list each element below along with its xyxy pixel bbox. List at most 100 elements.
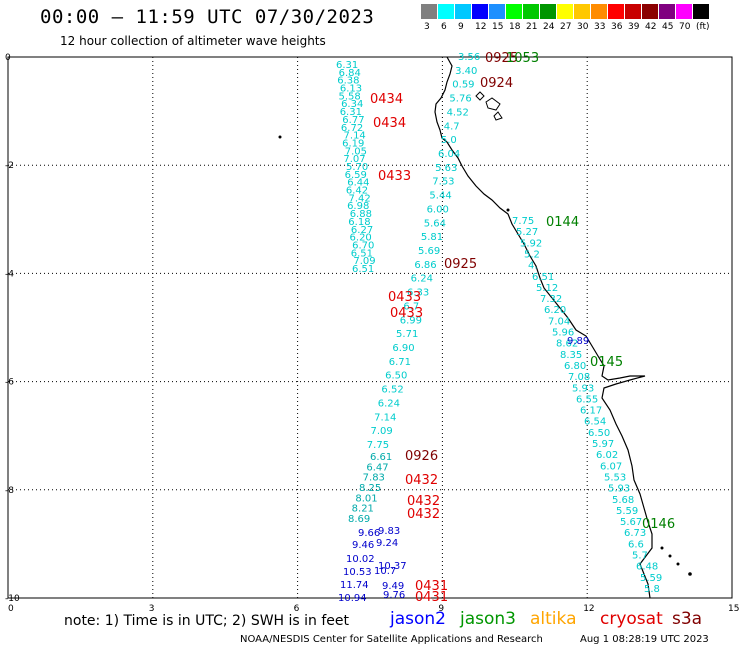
color-swatch	[608, 4, 625, 19]
pass-time-label: 0432	[407, 507, 440, 522]
color-swatch	[574, 4, 591, 19]
wave-height-label: 5.53	[604, 472, 626, 483]
color-swatch	[557, 4, 574, 19]
pass-time-label: 0145	[590, 355, 623, 370]
color-swatch	[693, 4, 710, 19]
color-scale-label: 27	[560, 22, 572, 32]
pass-time-label: 0433	[388, 290, 421, 305]
wave-height-label: 9.49	[382, 581, 404, 592]
wave-height-label: 5.68	[612, 495, 634, 506]
wave-height-label: 9.89	[567, 336, 589, 347]
satellite-legend-s3a: s3a	[672, 609, 703, 629]
map-frame	[7, 56, 733, 599]
wave-height-label: 7.75	[367, 440, 389, 451]
pass-time-label: 0432	[405, 473, 438, 488]
wave-height-label: 10.02	[346, 554, 375, 565]
wave-height-label: 6.24	[378, 398, 400, 409]
wave-height-label: 6.88	[350, 209, 372, 220]
wave-height-label: 5.0	[441, 135, 457, 146]
pass-time-label: 0144	[546, 215, 579, 230]
color-scale-label: 3	[424, 22, 430, 32]
wave-height-label: 4.	[528, 261, 538, 272]
wave-height-label: 9.46	[352, 540, 374, 551]
wave-height-label: 6.6	[628, 539, 644, 550]
wave-height-label: 6.70	[352, 240, 374, 251]
island	[660, 546, 664, 550]
satellite-legend-altika: altika	[530, 609, 577, 629]
wave-height-label: 4.52	[447, 107, 469, 118]
wave-height-label: 7.08	[568, 372, 590, 383]
y-tick-label: 0	[5, 53, 11, 63]
wave-height-label: 7.09	[353, 256, 375, 267]
wave-height-label: 5.8	[644, 584, 660, 595]
wave-height-label: 6.48	[636, 562, 658, 573]
pass-time-label: 0431	[415, 579, 448, 594]
satellite-legend-cryosat: cryosat	[600, 609, 663, 629]
pass-time-label: 0434	[373, 116, 406, 131]
color-scale-label: (ft)	[696, 22, 710, 32]
wave-height-label: 6.07	[600, 461, 622, 472]
color-scale-label: 12	[475, 22, 487, 32]
wave-height-label: 6.13	[340, 84, 362, 95]
wave-height-label: 11.74	[340, 580, 369, 591]
wave-height-label: 6.51	[351, 248, 373, 259]
wave-height-label: 5.58	[338, 91, 360, 102]
color-scale-label: 30	[577, 22, 589, 32]
color-swatch	[455, 4, 472, 19]
wave-height-label: 5.12	[536, 283, 558, 294]
wave-height-label: 8.21	[352, 504, 374, 515]
wave-height-label: 5.93	[608, 484, 630, 495]
wave-height-label: 8.35	[560, 350, 582, 361]
wave-height-label: 7.09	[370, 426, 392, 437]
wave-height-label: 6.50	[588, 428, 610, 439]
satellite-legend-jason3: jason3	[460, 609, 516, 629]
wave-height-label: 7.14	[344, 131, 366, 142]
pass-time-label: 0434	[370, 92, 403, 107]
island	[668, 554, 672, 558]
wave-height-label: 5.59	[616, 506, 638, 517]
wave-height-label: 9.76	[383, 590, 405, 601]
footer-credit: NOAA/NESDIS Center for Satellite Applica…	[240, 634, 543, 645]
wave-height-label: 8.69	[348, 514, 370, 525]
wave-height-label: 7.05	[345, 146, 367, 157]
wave-height-label: 6.52	[381, 385, 403, 396]
color-scale-label: 18	[509, 22, 521, 32]
wave-height-label: 6.86	[414, 260, 436, 271]
wave-height-label: 0.59	[452, 80, 474, 91]
wave-height-label: 6.27	[351, 225, 373, 236]
color-swatch	[642, 4, 659, 19]
wave-height-label: 4.7	[444, 121, 460, 132]
altimeter-tracks: 6.316.846.386.135.586.346.316.776.727.14…	[336, 52, 662, 604]
wave-height-label: 6.50	[385, 371, 407, 382]
wave-height-label: 5.27	[516, 227, 538, 238]
pass-time-labels: 0925105309240434043404330144092504330433…	[370, 51, 675, 605]
wave-height-label: 7.75	[512, 216, 534, 227]
color-scale	[421, 4, 710, 19]
wave-height-label: 10.53	[343, 567, 372, 578]
wave-height-label: 6.80	[564, 361, 586, 372]
color-scale-label: 39	[628, 22, 640, 32]
wave-height-label: 6.31	[336, 60, 358, 71]
wave-height-label: 5.93	[572, 383, 594, 394]
wave-height-label: 6.51	[532, 272, 554, 283]
x-tick-label: 15	[728, 604, 739, 614]
wave-height-label: 8.25	[359, 483, 381, 494]
color-swatch	[489, 4, 506, 19]
wave-height-label: 5.70	[346, 162, 368, 173]
color-swatch	[523, 4, 540, 19]
wave-height-label: 5.63	[435, 163, 457, 174]
wave-height-label: 5.67	[620, 517, 642, 528]
wave-height-label: 6.98	[347, 201, 369, 212]
wave-height-label: 6.99	[400, 315, 422, 326]
wave-height-label: 6.84	[339, 68, 361, 79]
page-title: 00:00 – 11:59 UTC 07/30/2023	[40, 6, 375, 28]
color-scale-label: 42	[645, 22, 657, 32]
island-group-north	[475, 91, 503, 121]
x-tick-label: 12	[583, 604, 594, 614]
color-swatch	[659, 4, 676, 19]
island	[506, 208, 510, 212]
wave-height-label: 9.66	[358, 528, 380, 539]
x-tick-label: 6	[294, 604, 300, 614]
page-subtitle: 12 hour collection of altimeter wave hei…	[60, 34, 326, 48]
wave-height-label: 7.07	[343, 154, 365, 165]
